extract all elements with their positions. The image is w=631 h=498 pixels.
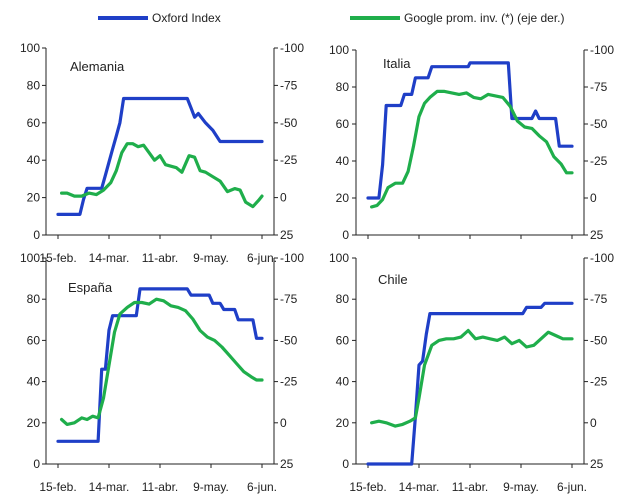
- x-tick-label: 14-mar.: [89, 480, 130, 494]
- y-right-tick-label: -25: [280, 375, 298, 389]
- panel-title: España: [68, 280, 113, 295]
- y-left-tick-label: 20: [27, 416, 41, 430]
- y-right-tick-label: 25: [280, 457, 294, 471]
- x-tick-label: 14-mar.: [399, 480, 440, 494]
- legend-label-oxford: Oxford Index: [152, 11, 221, 25]
- x-tick-label: 14-mar.: [89, 251, 130, 265]
- x-tick-label: 6-jun.: [557, 480, 587, 494]
- y-left-tick-label: 100: [329, 251, 349, 265]
- y-left-tick-label: 100: [20, 251, 40, 265]
- y-right-tick-label: -75: [590, 292, 608, 306]
- x-tick-label: 15-feb.: [39, 251, 76, 265]
- y-right-tick-label: -100: [280, 251, 304, 265]
- panel-title: Alemania: [70, 59, 125, 74]
- y-right-tick-label: -75: [280, 78, 298, 92]
- y-left-tick-label: 40: [336, 154, 350, 168]
- y-left-tick-label: 60: [336, 333, 350, 347]
- y-left-tick-label: 100: [20, 41, 40, 55]
- y-left-tick-label: 20: [336, 191, 350, 205]
- x-tick-label: 11-abr.: [142, 480, 178, 494]
- y-right-tick-label: 0: [590, 191, 597, 205]
- x-tick-label: 6-jun.: [247, 480, 277, 494]
- y-right-tick-label: -25: [590, 375, 608, 389]
- y-left-tick-label: 0: [33, 457, 40, 471]
- x-tick-label: 11-abr.: [452, 480, 488, 494]
- chart-legend: Oxford Index Google prom. inv. (*) (eje …: [0, 0, 631, 34]
- y-left-tick-label: 0: [33, 228, 40, 242]
- y-left-tick-label: 40: [27, 153, 41, 167]
- x-tick-label: 9-may.: [193, 251, 229, 265]
- y-right-tick-label: 0: [280, 416, 287, 430]
- y-right-tick-label: -50: [280, 116, 298, 130]
- y-left-tick-label: 0: [342, 457, 349, 471]
- series-line-oxford: [56, 287, 264, 443]
- y-left-tick-label: 80: [336, 292, 350, 306]
- x-tick-label: 11-abr.: [142, 251, 178, 265]
- panel-title: Italia: [383, 56, 411, 71]
- y-left-tick-label: 80: [27, 78, 41, 92]
- panel-title: Chile: [378, 272, 408, 287]
- y-right-tick-label: -100: [590, 43, 614, 57]
- y-left-tick-label: 20: [336, 416, 350, 430]
- y-right-tick-label: 25: [590, 457, 604, 471]
- y-right-tick-label: -25: [280, 153, 298, 167]
- chart-panel-3: 0 20 40 60 80 100 25 0 -25 -50 -75 -100 15-feb. 14-ma…: [329, 251, 614, 494]
- legend-item-google: Google prom. inv. (*) (eje der.): [350, 10, 565, 26]
- legend-swatch-oxford: [98, 16, 148, 20]
- legend-item-oxford: Oxford Index: [98, 10, 221, 26]
- series-line-oxford: [56, 96, 264, 216]
- y-left-tick-label: 40: [336, 375, 350, 389]
- legend-label-google: Google prom. inv. (*) (eje der.): [404, 11, 565, 25]
- y-left-tick-label: 40: [27, 375, 41, 389]
- series-line-google: [370, 328, 574, 428]
- y-right-tick-label: 0: [280, 191, 287, 205]
- y-right-tick-label: 25: [590, 228, 604, 242]
- y-left-tick-label: 0: [342, 228, 349, 242]
- series-line-oxford: [366, 301, 574, 466]
- y-left-tick-label: 60: [27, 116, 41, 130]
- series-line-oxford: [366, 61, 574, 200]
- legend-swatch-google: [350, 16, 400, 20]
- y-right-tick-label: -50: [280, 333, 298, 347]
- y-left-tick-label: 100: [329, 43, 349, 57]
- y-left-tick-label: 60: [27, 333, 41, 347]
- chart-panel-0: 0 20 40 60 80 100 25 0 -25 -50 -75 -100 15-feb. 14-ma…: [20, 41, 304, 265]
- chart-panel-1: 0 20 40 60 80 100 25 0 -25 -50 -75 -100 Italia: [329, 43, 614, 242]
- y-left-tick-label: 20: [27, 191, 41, 205]
- y-right-tick-label: -100: [280, 41, 304, 55]
- y-right-tick-label: -50: [590, 117, 608, 131]
- y-right-tick-label: 0: [590, 416, 597, 430]
- y-right-tick-label: 25: [280, 228, 294, 242]
- x-tick-label: 9-may.: [503, 480, 539, 494]
- y-right-tick-label: -25: [590, 154, 608, 168]
- series-line-google: [370, 89, 574, 209]
- x-tick-label: 15-feb.: [39, 480, 76, 494]
- y-right-tick-label: -75: [590, 80, 608, 94]
- y-right-tick-label: -100: [590, 251, 614, 265]
- y-right-tick-label: -50: [590, 333, 608, 347]
- y-left-tick-label: 80: [27, 292, 41, 306]
- y-left-tick-label: 80: [336, 80, 350, 94]
- chart-panel-2: 0 20 40 60 80 100 25 0 -25 -50 -75 -100 15-feb. 14-ma…: [20, 251, 304, 494]
- y-right-tick-label: -75: [280, 292, 298, 306]
- y-left-tick-label: 60: [336, 117, 350, 131]
- series-line-google: [59, 297, 264, 426]
- x-tick-label: 9-may.: [193, 480, 229, 494]
- x-tick-label: 15-feb.: [349, 480, 386, 494]
- series-line-google: [59, 142, 264, 209]
- x-tick-label: 6-jun.: [247, 251, 277, 265]
